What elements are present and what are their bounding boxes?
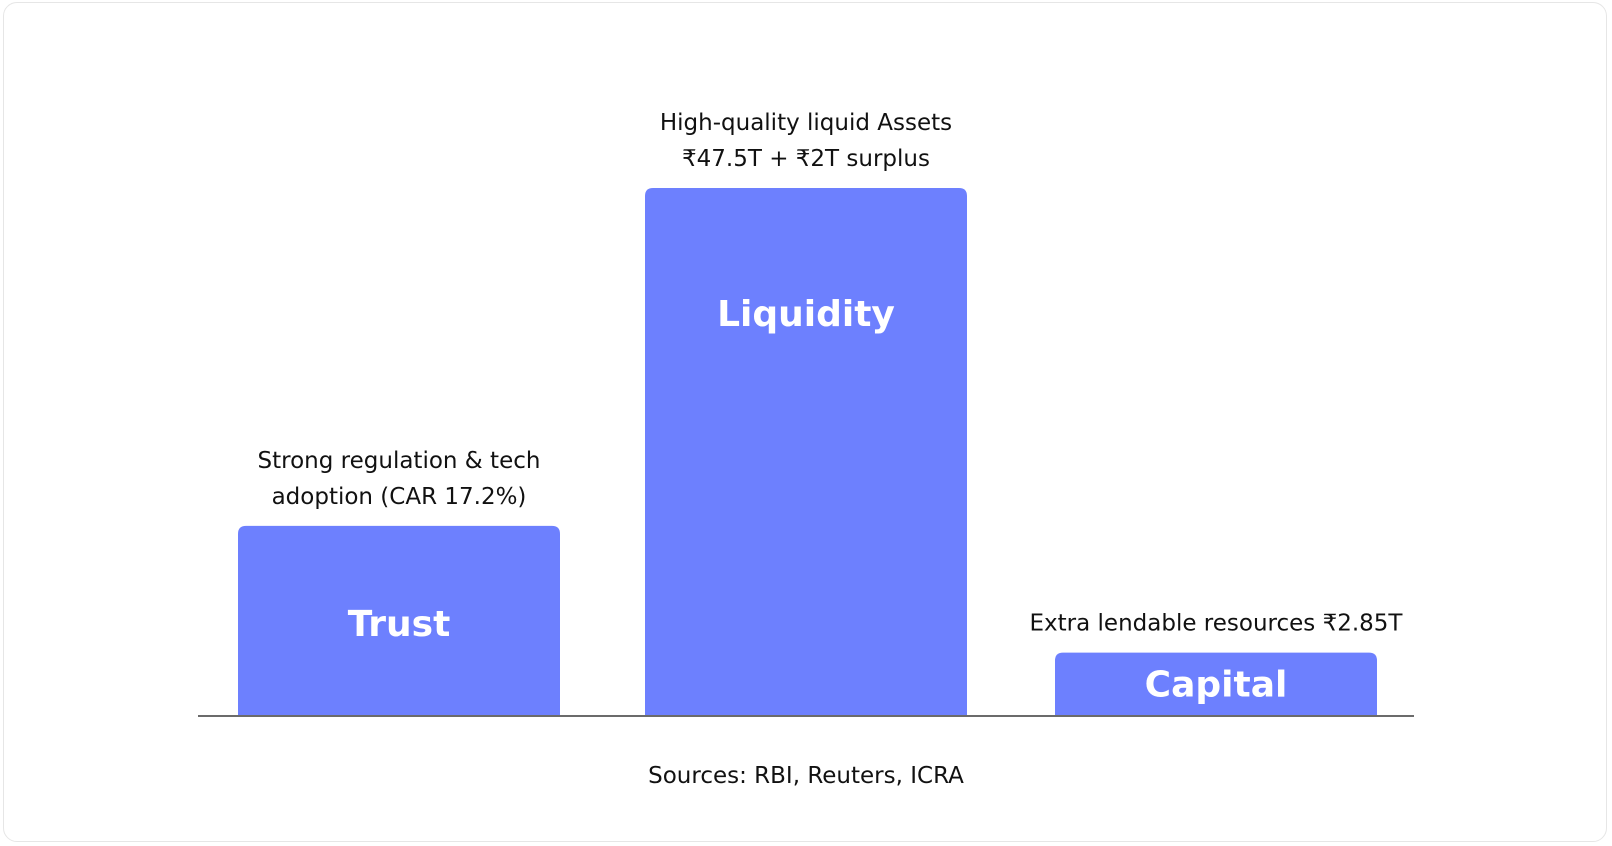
annotation-trust-line-2: adoption (CAR 17.2%) xyxy=(272,484,527,510)
source-note: Sources: RBI, Reuters, ICRA xyxy=(648,763,964,789)
annotation-liquidity-line-1: High-quality liquid Assets xyxy=(660,110,952,136)
bar-label-liquidity: Liquidity xyxy=(717,294,895,335)
bar-capital xyxy=(1055,652,1377,716)
bar-liquidity xyxy=(645,188,967,716)
annotation-capital-line-1: Extra lendable resources ₹2.85T xyxy=(1030,611,1404,637)
bars-group: Trust Strong regulation & tech adoption (C… xyxy=(238,110,1403,716)
annotation-trust-line-1: Strong regulation & tech xyxy=(258,448,541,474)
bar-label-trust: Trust xyxy=(348,604,451,645)
bar-trust xyxy=(238,525,560,716)
annotation-liquidity-line-2: ₹47.5T + ₹2T surplus xyxy=(682,146,930,172)
bar-label-capital: Capital xyxy=(1145,665,1288,706)
